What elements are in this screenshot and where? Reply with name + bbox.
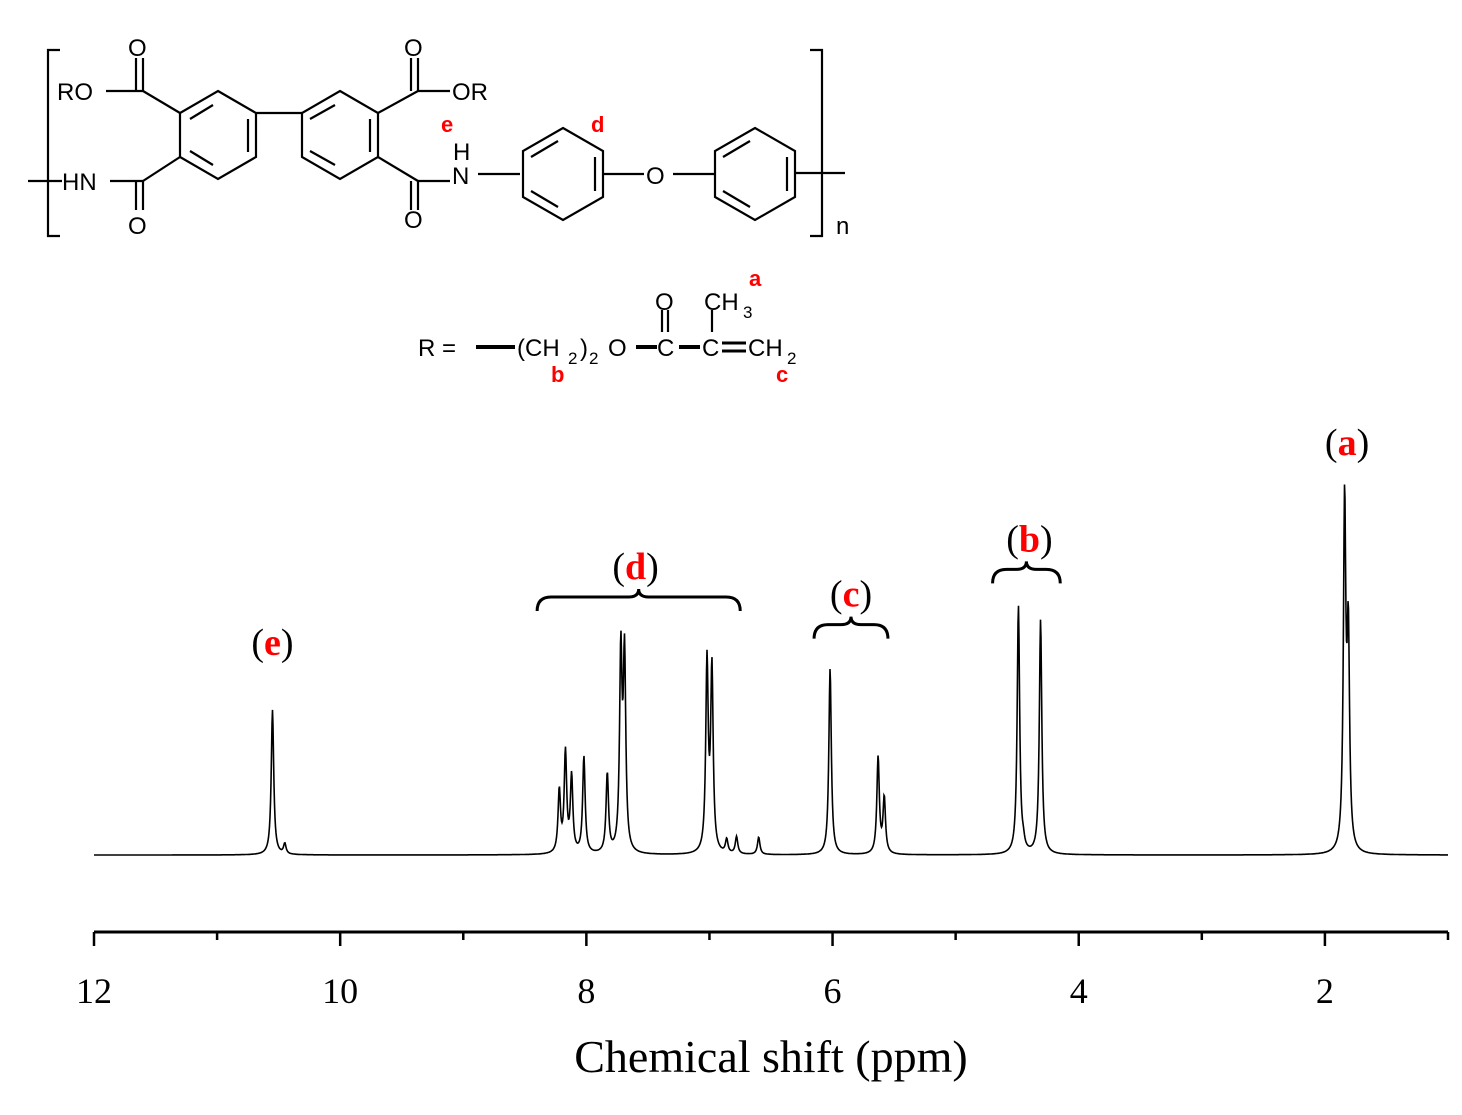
bracket-b	[991, 561, 1062, 584]
annotation-a: (a)	[1325, 422, 1369, 464]
r-methyl-ch: CH	[704, 289, 739, 316]
structure-label-c: c	[776, 362, 788, 387]
r-methylene-sub: 2	[787, 349, 796, 368]
spectrum-line	[94, 484, 1448, 856]
x-tick-label: 4	[1070, 971, 1088, 1011]
annotation-d: (d)	[612, 546, 658, 588]
peak-annotations: (e) (d) (c) (b) (a)	[251, 422, 1369, 664]
amide-nitrogen: N	[452, 163, 469, 190]
right-amide-oxygen: O	[404, 207, 423, 234]
ether-oxygen: O	[646, 163, 665, 190]
structure-label-a: a	[749, 266, 762, 291]
structure-label-b: b	[551, 362, 564, 387]
right-ester-label: OR	[452, 79, 488, 106]
r-chain-open: (CH	[517, 335, 560, 362]
r-carbonyl-o: O	[655, 289, 674, 316]
annotation-e: (e)	[251, 622, 293, 664]
x-tick-label: 6	[824, 971, 842, 1011]
x-tick-label: 2	[1316, 971, 1334, 1011]
x-tick-label: 10	[322, 971, 358, 1011]
r-carbonyl-c: C	[657, 335, 674, 362]
amide-hydrogen: H	[453, 139, 470, 166]
x-tick-label: 12	[76, 971, 112, 1011]
left-repeat-bracket	[46, 48, 60, 238]
annotation-b: (b)	[1006, 518, 1052, 560]
ring-a	[178, 89, 258, 181]
r-vinyl-c: C	[702, 335, 719, 362]
chemical-structure	[28, 48, 845, 353]
r-chain-sub: 2	[568, 349, 577, 368]
left-ester-oxygen: O	[128, 35, 147, 62]
x-axis-label: Chemical shift (ppm)	[574, 1031, 967, 1082]
r-methylene-ch: CH	[748, 335, 783, 362]
right-repeat-bracket	[810, 48, 824, 238]
structure-label-d: d	[591, 112, 604, 137]
structure-label-e: e	[441, 112, 453, 137]
r-methyl-sub: 3	[743, 303, 752, 322]
r-chain-close: )	[580, 335, 588, 362]
ring-d	[713, 126, 797, 222]
structure-labels: RO O O HN OR O O H N O n d e R = (CH 2 )…	[57, 35, 849, 387]
right-ester-oxygen: O	[404, 35, 423, 62]
ring-b	[300, 89, 380, 181]
x-tick-label: 8	[577, 971, 595, 1011]
left-amide-oxygen: O	[128, 213, 147, 240]
left-amide-label: HN	[62, 169, 97, 196]
annotation-c: (c)	[830, 574, 872, 616]
ring-c	[521, 126, 605, 222]
repeat-n: n	[836, 213, 849, 240]
x-axis-ticks: 12 10 8 6 4 2	[76, 932, 1450, 1011]
nmr-plot: (e) (d) (c) (b) (a) 12 10 8 6 4 2 Chemical shift …	[76, 422, 1450, 1082]
r-chain-sub2: 2	[589, 349, 598, 368]
r-definition: R =	[418, 335, 456, 362]
r-ester-oxygen: O	[608, 335, 627, 362]
bracket-c	[812, 616, 890, 639]
bracket-d	[535, 588, 742, 612]
left-ester-label: RO	[57, 79, 93, 106]
